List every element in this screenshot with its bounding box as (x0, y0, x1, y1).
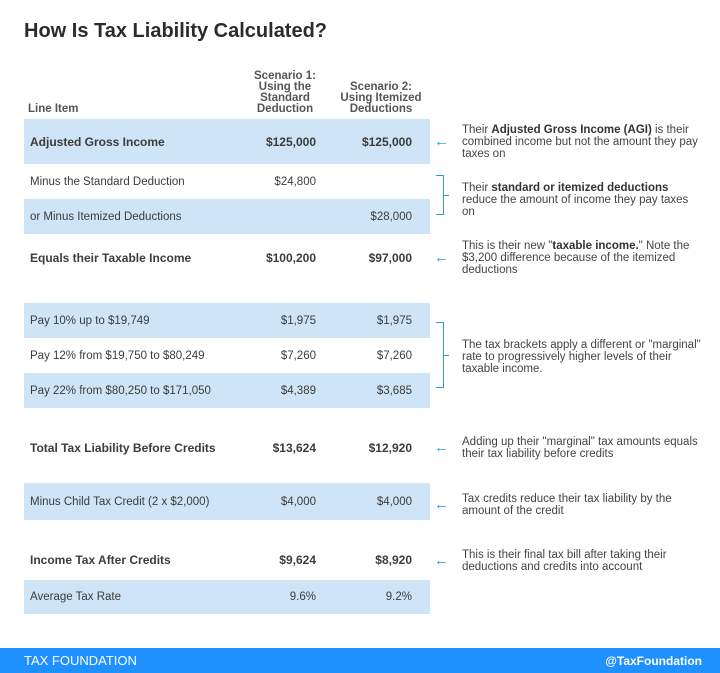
scenario-2-value: 9.2% (385, 591, 412, 603)
footer-handle[interactable]: @TaxFoundation (605, 653, 702, 668)
table-row: Total Tax Liability Before Credits $13,62… (24, 425, 430, 471)
bracket-icon (436, 322, 449, 388)
table-row: Minus the Standard Deduction $24,800 (24, 164, 430, 199)
table-row: Adjusted Gross Income $125,000 $125,000 (24, 119, 430, 164)
arrow-left-icon: ← (434, 496, 449, 513)
note-taxable: This is their new "taxable income." Note… (462, 240, 690, 276)
table-row: Pay 22% from $80,250 to $171,050 $4,389 $3… (24, 373, 430, 408)
table-row: Pay 10% up to $19,749 $1,975 $1,975 (24, 303, 430, 338)
note-deductions: Their standard or itemized deductions re… (462, 182, 689, 218)
row-label: Pay 10% up to $19,749 (30, 314, 150, 327)
row-label: Minus the Standard Deduction (30, 175, 185, 188)
header-text: Deduction (256, 103, 314, 115)
scenario-2-value: $1,975 (376, 314, 412, 327)
scenario-2-value: $8,920 (375, 553, 412, 567)
row-label: Total Tax Liability Before Credits (30, 441, 216, 455)
arrow-left-icon: ← (434, 439, 449, 456)
scenario-2-value: $12,920 (368, 441, 412, 455)
table-row: Minus Child Tax Credit (2 x $2,000) $4,00… (24, 483, 430, 520)
scenario-1-value: $13,624 (272, 441, 316, 455)
note-credits: Tax credits reduce their tax liability b… (462, 493, 672, 517)
scenario-2-value: $7,260 (376, 349, 412, 362)
row-label: Pay 22% from $80,250 to $171,050 (30, 384, 211, 397)
scenario-1-value: 9.6% (289, 591, 316, 603)
arrow-left-icon: ← (434, 552, 449, 569)
note-final: This is their final tax bill after takin… (462, 549, 667, 573)
note-agi: Their Adjusted Gross Income (AGI) is the… (462, 124, 698, 160)
footer-brand: TAX FOUNDATION (24, 653, 137, 668)
scenario-1-value: $4,000 (280, 495, 316, 508)
arrow-left-icon: ← (434, 133, 449, 150)
header-scenario-1: Scenario 1: Using the Standard Deduction (250, 70, 320, 115)
scenario-2-value: $125,000 (361, 134, 412, 149)
scenario-1-value: $4,389 (280, 384, 316, 397)
row-label: or Minus Itemized Deductions (30, 210, 182, 223)
row-label: Average Tax Rate (30, 591, 121, 603)
page-title: How Is Tax Liability Calculated? (24, 20, 328, 42)
header-scenario-2: Scenario 2: Using Itemized Deductions (336, 81, 426, 115)
header-text: Scenario 1: (254, 70, 316, 82)
table-row: or Minus Itemized Deductions $28,000 (24, 199, 430, 234)
scenario-2-value: $3,685 (376, 384, 412, 397)
scenario-1-value: $125,000 (265, 134, 316, 149)
header-text: Deductions (349, 103, 413, 115)
row-label: Income Tax After Credits (30, 553, 171, 567)
row-label: Pay 12% from $19,750 to $80,249 (30, 349, 205, 362)
header-text: Scenario 2: (350, 81, 412, 93)
row-label: Adjusted Gross Income (30, 134, 165, 149)
bracket-icon (436, 175, 449, 215)
row-label: Equals their Taxable Income (30, 250, 192, 265)
scenario-2-value: $4,000 (376, 495, 412, 508)
table-row: Equals their Taxable Income $100,200 $97,0… (24, 234, 430, 281)
header-text: Using the (258, 81, 312, 93)
header-text: Standard (260, 92, 310, 104)
table-row: Pay 12% from $19,750 to $80,249 $7,260 $7,… (24, 338, 430, 373)
table-row: Income Tax After Credits $9,624 $8,920 (24, 540, 430, 580)
note-total: Adding up their "marginal" tax amounts e… (462, 436, 698, 460)
footer: TAX FOUNDATION @TaxFoundation (0, 648, 720, 673)
scenario-1-value: $7,260 (280, 349, 316, 362)
arrow-left-icon: ← (434, 249, 449, 266)
header-text: Using Itemized (340, 92, 422, 104)
scenario-1-value: $24,800 (274, 175, 316, 188)
scenario-2-value: $97,000 (368, 250, 412, 265)
note-brackets: The tax brackets apply a different or "m… (462, 339, 701, 375)
scenario-2-value: $28,000 (370, 210, 412, 223)
table-row: Average Tax Rate 9.6% 9.2% (24, 580, 430, 614)
scenario-1-value: $9,624 (279, 553, 316, 567)
scenario-1-value: $1,975 (280, 314, 316, 327)
row-label: Minus Child Tax Credit (2 x $2,000) (30, 495, 210, 508)
scenario-1-value: $100,200 (265, 250, 316, 265)
header-line-item: Line Item (28, 103, 79, 115)
